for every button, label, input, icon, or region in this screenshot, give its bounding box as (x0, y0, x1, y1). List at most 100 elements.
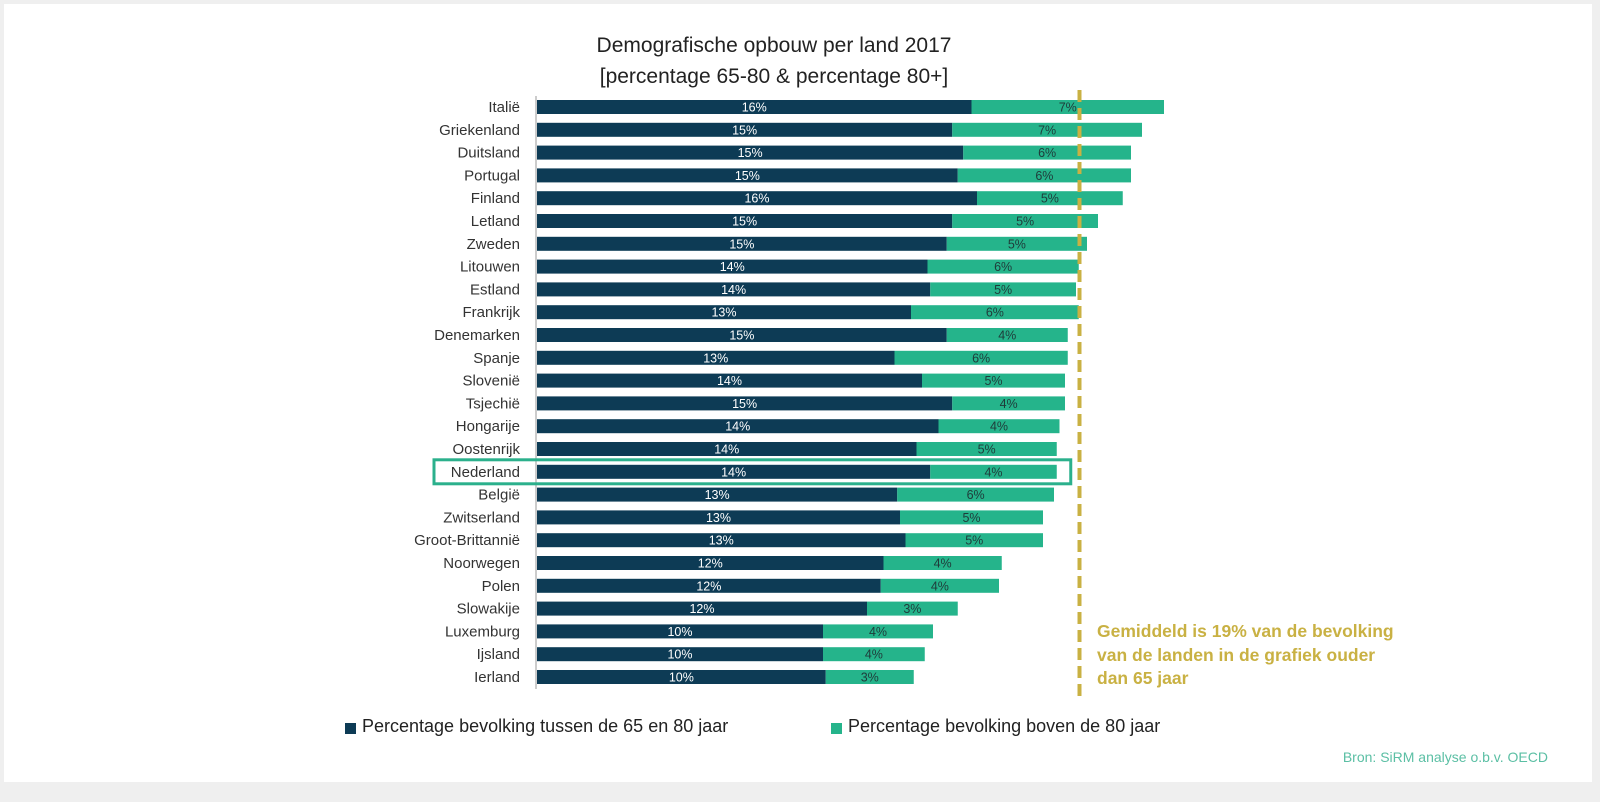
bar-65-80 (537, 464, 931, 479)
category-label: Ijsland (477, 646, 520, 663)
category-label: Duitsland (457, 145, 520, 162)
data-label-65-80: 15% (738, 146, 763, 160)
data-label-80-plus: 5% (962, 511, 980, 525)
data-label-65-80: 14% (720, 260, 745, 274)
category-label: Litouwen (460, 259, 520, 276)
bar-80-plus (823, 624, 933, 639)
bar-65-80 (537, 624, 823, 639)
category-label: Griekenland (439, 122, 520, 139)
bar-65-80 (537, 601, 867, 616)
bar-80-plus (883, 556, 1002, 570)
data-label-80-plus: 5% (978, 443, 996, 457)
data-label-80-plus: 5% (1008, 237, 1026, 251)
data-label-80-plus: 5% (965, 534, 983, 548)
category-label: Finland (471, 190, 520, 207)
data-label-65-80: 14% (714, 443, 739, 457)
bar-80-plus (927, 259, 1079, 274)
data-label-80-plus: 6% (994, 260, 1012, 274)
chart-title-line2: [percentage 65-80 & percentage 80+] (599, 65, 949, 88)
data-label-80-plus: 6% (972, 351, 990, 365)
bar-65-80 (537, 259, 928, 274)
bar-80-plus (971, 100, 1164, 114)
bar-80-plus (911, 305, 1079, 320)
data-label-65-80: 12% (689, 602, 714, 616)
legend-label-65-80: Percentage bevolking tussen de 65 en 80 … (362, 716, 729, 736)
data-label-65-80: 13% (711, 306, 736, 320)
bar-65-80 (537, 191, 977, 206)
bar-65-80 (537, 328, 947, 342)
bar-80-plus (946, 328, 1068, 342)
bar-80-plus (963, 145, 1131, 160)
bar-80-plus (900, 510, 1043, 525)
data-label-80-plus: 4% (869, 625, 887, 639)
category-label: Nederland (451, 464, 520, 481)
source-note: Bron: SiRM analyse o.b.v. OECD (1342, 749, 1548, 765)
data-label-65-80: 13% (706, 511, 731, 525)
data-label-65-80: 10% (669, 671, 694, 685)
bar-80-plus (957, 168, 1131, 183)
data-label-65-80: 15% (729, 237, 754, 251)
data-label-65-80: 14% (721, 465, 746, 479)
data-label-65-80: 14% (721, 283, 746, 297)
legend-item-80-plus: Percentage bevolking boven de 80 jaar (831, 716, 1160, 737)
data-label-65-80: 13% (703, 351, 728, 365)
category-label: Zwitserland (443, 509, 520, 526)
category-label: Polen (482, 578, 520, 595)
bar-80-plus (952, 214, 1098, 228)
category-label: Tsjechië (466, 395, 520, 412)
data-label-65-80: 13% (709, 534, 734, 548)
data-label-80-plus: 4% (1000, 397, 1018, 411)
bar-80-plus (905, 533, 1043, 548)
data-label-80-plus: 6% (967, 488, 985, 502)
chart-title-line1: Demografische opbouw per land 2017 (596, 34, 952, 57)
bar-65-80 (537, 122, 953, 137)
data-label-80-plus: 4% (934, 557, 952, 571)
data-label-65-80: 15% (732, 397, 757, 411)
bar-65-80 (537, 533, 906, 548)
legend-swatch-65-80 (345, 722, 356, 734)
data-label-80-plus: 3% (861, 671, 879, 685)
bar-80-plus (946, 236, 1087, 251)
bar-65-80 (537, 282, 931, 297)
bar-65-80 (537, 670, 826, 684)
bar-80-plus (977, 191, 1123, 206)
category-label: Letland (471, 213, 520, 230)
data-label-80-plus: 7% (1038, 123, 1056, 137)
bar-80-plus (823, 647, 925, 662)
data-label-65-80: 14% (717, 374, 742, 388)
data-label-65-80: 14% (725, 420, 750, 434)
bar-80-plus (922, 373, 1065, 388)
category-label: Spanje (473, 350, 520, 367)
bar-80-plus (930, 464, 1057, 479)
data-label-80-plus: 5% (1041, 192, 1059, 206)
data-label-80-plus: 6% (1035, 169, 1053, 183)
bar-65-80 (537, 442, 917, 456)
data-label-65-80: 10% (667, 625, 692, 639)
data-label-65-80: 12% (698, 557, 723, 571)
bar-65-80 (537, 647, 823, 662)
data-label-80-plus: 4% (931, 579, 949, 593)
bar-80-plus (952, 396, 1065, 411)
data-label-80-plus: 4% (990, 420, 1008, 434)
data-label-65-80: 15% (732, 215, 757, 229)
bar-80-plus (897, 487, 1054, 502)
category-label: Luxemburg (445, 623, 520, 640)
bar-65-80 (537, 556, 884, 570)
data-label-65-80: 15% (735, 169, 760, 183)
highlight-box-nederland (432, 458, 1073, 486)
bar-65-80 (537, 145, 964, 160)
category-label: België (478, 487, 520, 504)
category-label: Italië (488, 99, 520, 116)
data-label-80-plus: 6% (1038, 146, 1056, 160)
category-label: Zweden (467, 236, 520, 253)
bar-80-plus (952, 122, 1142, 137)
bar-65-80 (537, 373, 922, 388)
bar-65-80 (537, 168, 958, 183)
category-label: Frankrijk (462, 304, 520, 321)
data-label-65-80: 15% (732, 123, 757, 137)
category-label: Oostenrijk (452, 441, 520, 458)
legend-label-80-plus: Percentage bevolking boven de 80 jaar (848, 716, 1161, 736)
bar-65-80 (537, 214, 953, 228)
average-annotation: Gemiddeld is 19% van de bevolking van de… (1097, 621, 1394, 688)
